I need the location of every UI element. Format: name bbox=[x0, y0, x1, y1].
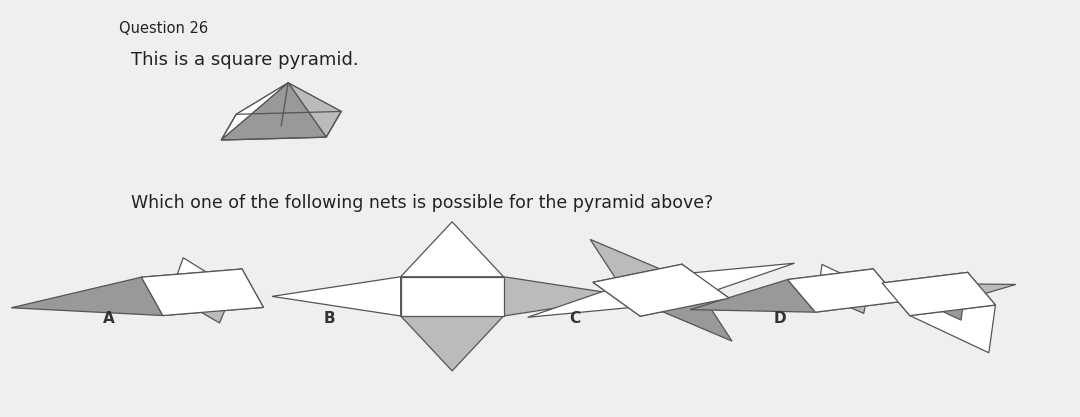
Text: This is a square pyramid.: This is a square pyramid. bbox=[131, 51, 359, 69]
Polygon shape bbox=[909, 305, 996, 353]
Polygon shape bbox=[787, 269, 901, 312]
Polygon shape bbox=[593, 263, 795, 316]
Polygon shape bbox=[767, 269, 901, 301]
Polygon shape bbox=[221, 83, 326, 140]
Polygon shape bbox=[879, 272, 996, 305]
Polygon shape bbox=[401, 222, 503, 277]
Polygon shape bbox=[528, 264, 729, 317]
Text: Question 26: Question 26 bbox=[119, 20, 208, 35]
Text: D: D bbox=[773, 311, 786, 326]
Polygon shape bbox=[882, 283, 1016, 316]
Polygon shape bbox=[163, 258, 264, 316]
Text: Which one of the following nets is possible for the pyramid above?: Which one of the following nets is possi… bbox=[131, 194, 713, 212]
Polygon shape bbox=[401, 316, 503, 371]
Polygon shape bbox=[815, 264, 901, 312]
Polygon shape bbox=[503, 277, 632, 316]
Polygon shape bbox=[141, 269, 264, 316]
Text: A: A bbox=[103, 311, 114, 326]
Polygon shape bbox=[102, 269, 264, 307]
Polygon shape bbox=[221, 83, 288, 140]
Polygon shape bbox=[237, 83, 341, 114]
Text: C: C bbox=[569, 311, 580, 326]
Polygon shape bbox=[882, 272, 968, 320]
Polygon shape bbox=[272, 277, 401, 316]
Polygon shape bbox=[288, 83, 341, 137]
Text: B: B bbox=[324, 311, 335, 326]
Polygon shape bbox=[787, 269, 873, 314]
Polygon shape bbox=[690, 279, 815, 312]
Polygon shape bbox=[141, 269, 242, 323]
Polygon shape bbox=[590, 239, 729, 316]
Polygon shape bbox=[593, 264, 729, 316]
Polygon shape bbox=[401, 277, 503, 316]
Polygon shape bbox=[593, 264, 732, 341]
Polygon shape bbox=[882, 272, 996, 316]
Polygon shape bbox=[11, 277, 163, 316]
